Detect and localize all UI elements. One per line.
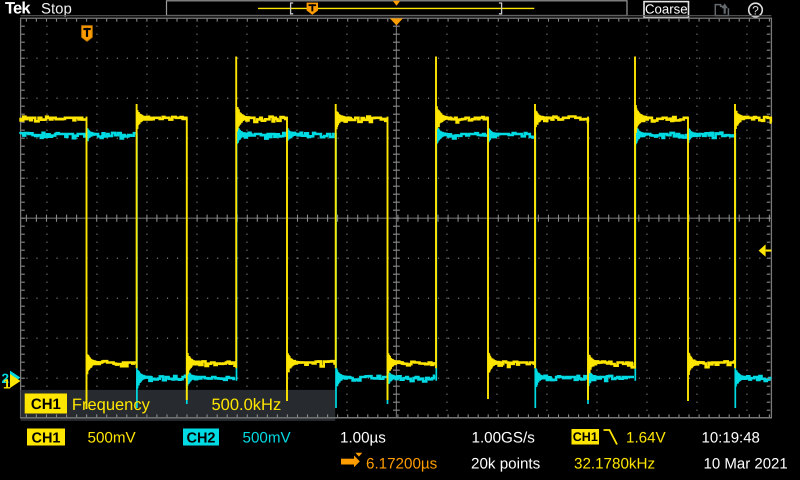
svg-text:CH2: CH2 [186, 430, 215, 446]
svg-text:20k points: 20k points [471, 455, 541, 472]
svg-text:Coarse: Coarse [645, 2, 688, 17]
svg-text:1: 1 [3, 377, 11, 392]
svg-text:500mV: 500mV [243, 430, 292, 447]
svg-text:1.00µs: 1.00µs [340, 430, 386, 447]
svg-text:6.17200µs: 6.17200µs [366, 455, 438, 472]
svg-text:Frequency: Frequency [72, 396, 151, 414]
svg-text:CH1: CH1 [31, 430, 60, 446]
svg-text:32.1780kHz: 32.1780kHz [574, 455, 655, 472]
svg-text:Tek: Tek [5, 0, 31, 18]
svg-text:500mV: 500mV [88, 430, 137, 447]
svg-text:2: 2 [2, 371, 10, 386]
svg-text:500.0kHz: 500.0kHz [212, 396, 282, 414]
svg-text:1.00GS/s: 1.00GS/s [472, 430, 536, 447]
svg-text:?: ? [752, 3, 759, 17]
svg-text:10:19:48: 10:19:48 [702, 430, 760, 447]
svg-text:CH1: CH1 [31, 396, 61, 413]
svg-text:10 Mar 2021: 10 Mar 2021 [704, 455, 788, 472]
svg-text:Stop: Stop [41, 1, 72, 18]
svg-text:CH1: CH1 [573, 430, 598, 444]
svg-text:1.64V: 1.64V [626, 430, 667, 447]
